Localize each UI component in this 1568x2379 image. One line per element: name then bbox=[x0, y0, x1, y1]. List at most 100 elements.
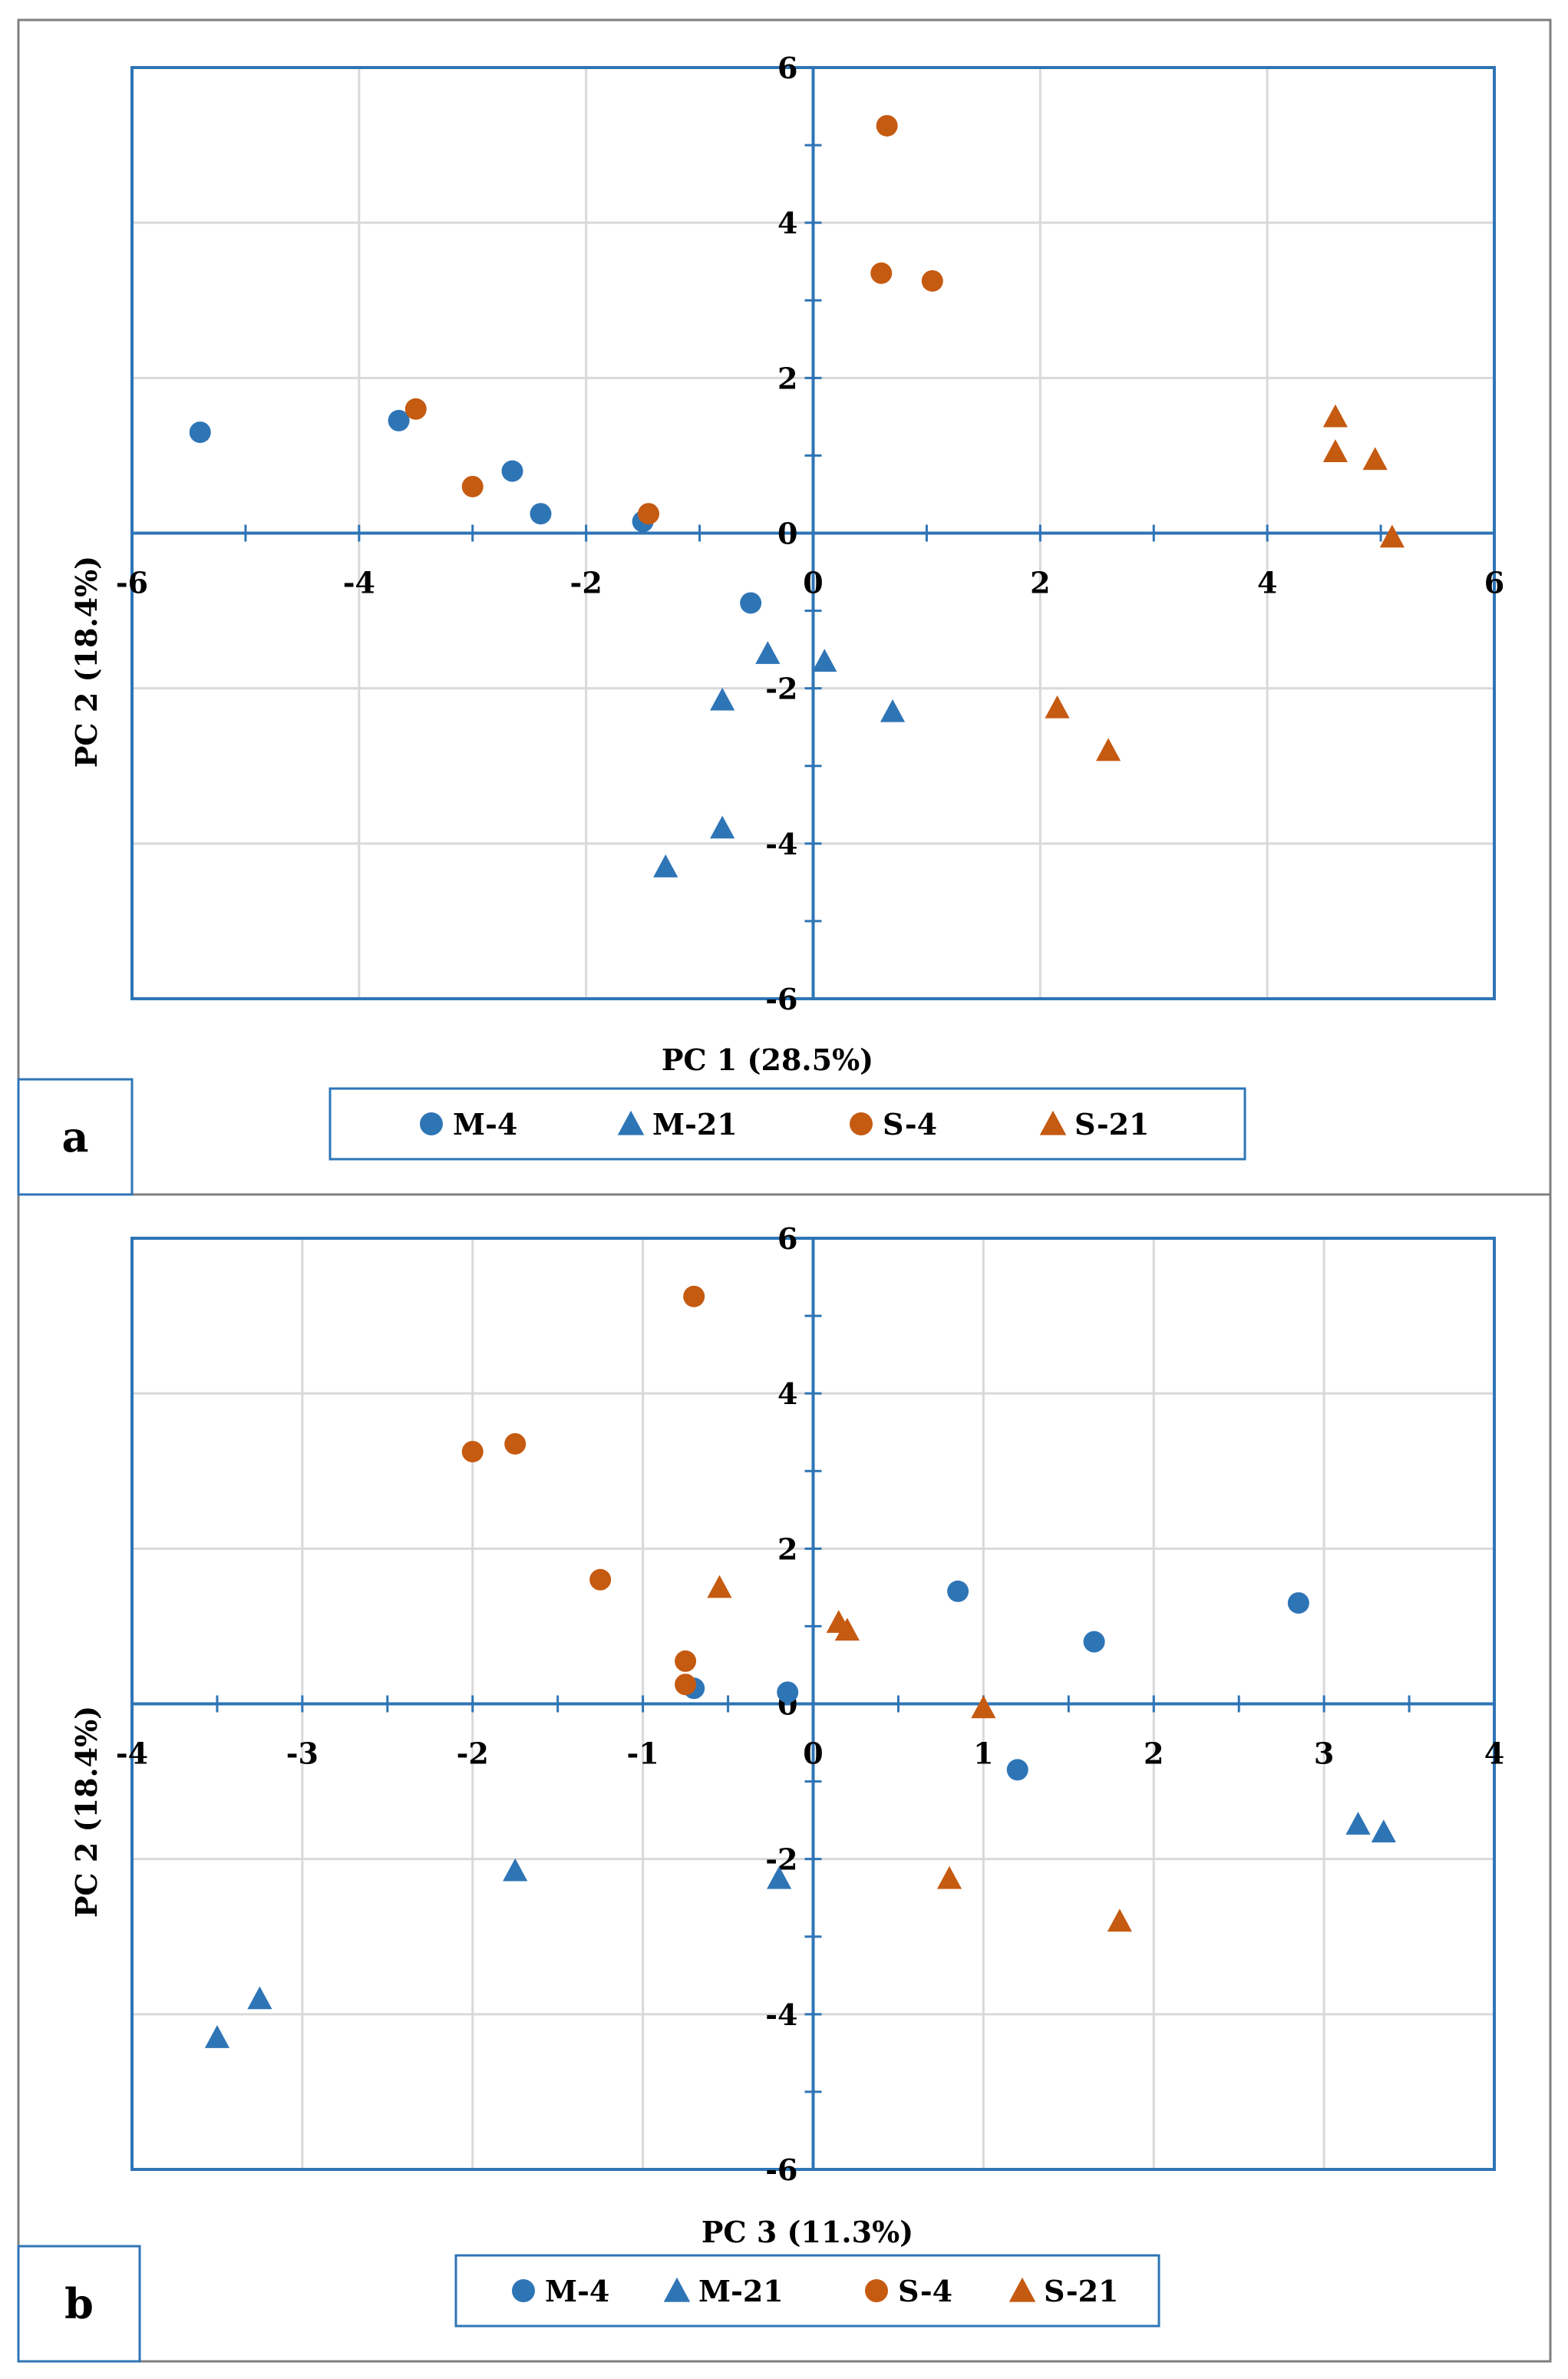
chart-b-point-s-4 bbox=[461, 1440, 484, 1462]
chart-a-legend-label-s-4: S-4 bbox=[883, 1107, 937, 1142]
chart-b-ytick-label: 4 bbox=[777, 1376, 797, 1411]
panel-a-label-box bbox=[17, 1078, 134, 1196]
chart-b-point-s-21 bbox=[1107, 1908, 1132, 1932]
chart-a-point-m-21 bbox=[812, 649, 837, 672]
chart-b-point-s-4 bbox=[589, 1568, 612, 1591]
chart-b-point-m-4 bbox=[1287, 1592, 1309, 1614]
chart-b-xtick-label: 3 bbox=[1314, 1736, 1334, 1771]
chart-a-point-m-21 bbox=[710, 687, 735, 711]
chart-a-point-m-4 bbox=[388, 409, 410, 431]
chart-a-point-s-4 bbox=[404, 398, 427, 420]
chart-b-point-m-21 bbox=[503, 1858, 528, 1882]
chart-b-point-m-21 bbox=[1371, 1819, 1396, 1842]
chart-b-xtick-label: -4 bbox=[116, 1736, 148, 1771]
chart-a-point-s-21 bbox=[1379, 524, 1405, 548]
chart-a-ytick-label: 0 bbox=[777, 517, 797, 551]
chart-b-point-s-4 bbox=[683, 1285, 705, 1307]
chart-a-point-m-21 bbox=[880, 699, 906, 722]
chart-b-legend-label-s-4: S-4 bbox=[898, 2274, 952, 2308]
chart-b-xtick-label: -3 bbox=[286, 1736, 319, 1771]
chart-a-xtick-label: 4 bbox=[1257, 566, 1277, 600]
chart-b-point-m-21 bbox=[204, 2025, 230, 2048]
chart-b-legend-marker-m-4 bbox=[512, 2279, 535, 2302]
chart-a-ytick-label: 6 bbox=[777, 51, 797, 85]
chart-b-legend-marker-s-4 bbox=[865, 2279, 888, 2302]
chart-a-legend-box bbox=[328, 1087, 1246, 1161]
chart-b-ytick-label: 6 bbox=[777, 1221, 797, 1256]
chart-b-legend-marker-s-21 bbox=[1008, 2277, 1036, 2302]
chart-a: -6 -4 -2 0 2 4 6 -6 -4 -2 0 2 4 6 PC 1 (28.5%) PC 2 … bbox=[69, 51, 1504, 1161]
chart-a-xtick-label: -6 bbox=[116, 566, 148, 600]
chart-a-point-s-4 bbox=[638, 503, 660, 525]
chart-a-point-s-4 bbox=[876, 114, 898, 137]
chart-b-ytick-label: -6 bbox=[765, 2153, 797, 2187]
chart-a-ytick-label: -4 bbox=[765, 827, 797, 861]
chart-a-point-s-21 bbox=[1362, 447, 1388, 471]
chart-a-ytick-label: -6 bbox=[765, 982, 797, 1016]
chart-b-legend: M-4 M-21 S-4 S-21 bbox=[512, 2274, 1119, 2308]
chart-b-legend-label-m-21: M-21 bbox=[698, 2274, 784, 2308]
chart-a-point-m-21 bbox=[653, 854, 678, 877]
chart-b-point-m-4 bbox=[947, 1580, 969, 1602]
chart-a-point-m-4 bbox=[740, 592, 762, 614]
chart-b-point-m-21 bbox=[1345, 1812, 1371, 1835]
chart-b-ylabel: PC 2 (18.4%) bbox=[69, 1706, 104, 1918]
chart-a-ytick-label: 2 bbox=[777, 361, 797, 395]
chart-a-point-m-4 bbox=[530, 503, 552, 525]
chart-b-legend-label-s-21: S-21 bbox=[1044, 2274, 1119, 2308]
panel-b-label-box bbox=[17, 2245, 141, 2363]
chart-b-point-m-4 bbox=[1006, 1759, 1028, 1781]
chart-b-xtick-label: 2 bbox=[1144, 1736, 1164, 1771]
chart-b-xtick-label: -2 bbox=[457, 1736, 489, 1771]
chart-a-xtick-label: -2 bbox=[570, 566, 602, 600]
chart-b-legend-box bbox=[454, 2254, 1160, 2328]
chart-a-point-m-21 bbox=[755, 641, 781, 664]
chart-a-point-s-21 bbox=[1045, 695, 1070, 719]
chart-b-point-s-21 bbox=[834, 1617, 860, 1641]
chart-a-xtick-label: -4 bbox=[343, 566, 375, 600]
chart-a-legend-label-s-21: S-21 bbox=[1074, 1107, 1150, 1142]
chart-b-point-m-4 bbox=[1083, 1631, 1105, 1653]
chart-b-xtick-label: 1 bbox=[973, 1736, 993, 1771]
chart-a-legend-label-m-4: M-4 bbox=[453, 1107, 517, 1142]
panel-b-letter: b bbox=[64, 2279, 94, 2328]
chart-a-point-m-21 bbox=[710, 815, 735, 839]
chart-b-xtick-label: 4 bbox=[1484, 1736, 1504, 1771]
chart-a-xtick-label: 2 bbox=[1030, 566, 1050, 600]
chart-a-point-s-4 bbox=[870, 262, 893, 284]
chart-a-xtick-label: 0 bbox=[803, 566, 823, 600]
chart-b-legend-marker-m-21 bbox=[663, 2277, 691, 2302]
chart-b-point-s-21 bbox=[971, 1695, 996, 1719]
chart-b-point-s-21 bbox=[936, 1865, 962, 1889]
chart-a-legend-marker-m-4 bbox=[420, 1112, 443, 1135]
chart-b-point-m-21 bbox=[247, 1986, 272, 2010]
chart-a-xtick-label: 6 bbox=[1484, 566, 1504, 600]
chart-b-point-m-21 bbox=[767, 1865, 792, 1889]
chart-a-point-s-4 bbox=[921, 269, 943, 292]
chart-a-axes bbox=[130, 66, 1496, 1000]
chart-b-point-s-4 bbox=[504, 1432, 527, 1455]
chart-a-ytick-label: -2 bbox=[765, 672, 797, 706]
chart-b-point-m-4 bbox=[777, 1681, 799, 1703]
chart-b-legend-label-m-4: M-4 bbox=[545, 2274, 609, 2308]
chart-b-point-s-4 bbox=[675, 1674, 697, 1696]
chart-a-xlabel: PC 1 (28.5%) bbox=[662, 1042, 873, 1077]
chart-a-point-s-21 bbox=[1095, 738, 1121, 762]
chart-a-point-m-4 bbox=[501, 460, 523, 482]
chart-a-point-m-4 bbox=[189, 421, 211, 444]
chart-a-legend-label-m-21: M-21 bbox=[652, 1107, 738, 1142]
chart-a-point-s-21 bbox=[1322, 439, 1348, 463]
panel-a-letter: a bbox=[62, 1112, 89, 1161]
chart-a-ytick-label: 4 bbox=[777, 206, 797, 240]
chart-b-point-s-21 bbox=[707, 1574, 732, 1598]
panel-b-frame bbox=[17, 1193, 1552, 2363]
chart-b-xlabel: PC 3 (11.3%) bbox=[701, 2215, 913, 2249]
chart-a-point-s-21 bbox=[1322, 404, 1348, 428]
chart-a-legend-marker-s-21 bbox=[1039, 1110, 1067, 1135]
chart-b-xtick-label: 0 bbox=[803, 1736, 823, 1771]
chart-b-xtick-label: -1 bbox=[627, 1736, 659, 1771]
chart-b-ytick-label: 2 bbox=[777, 1531, 797, 1566]
chart-a-legend: M-4 M-21 S-4 S-21 bbox=[420, 1107, 1150, 1142]
